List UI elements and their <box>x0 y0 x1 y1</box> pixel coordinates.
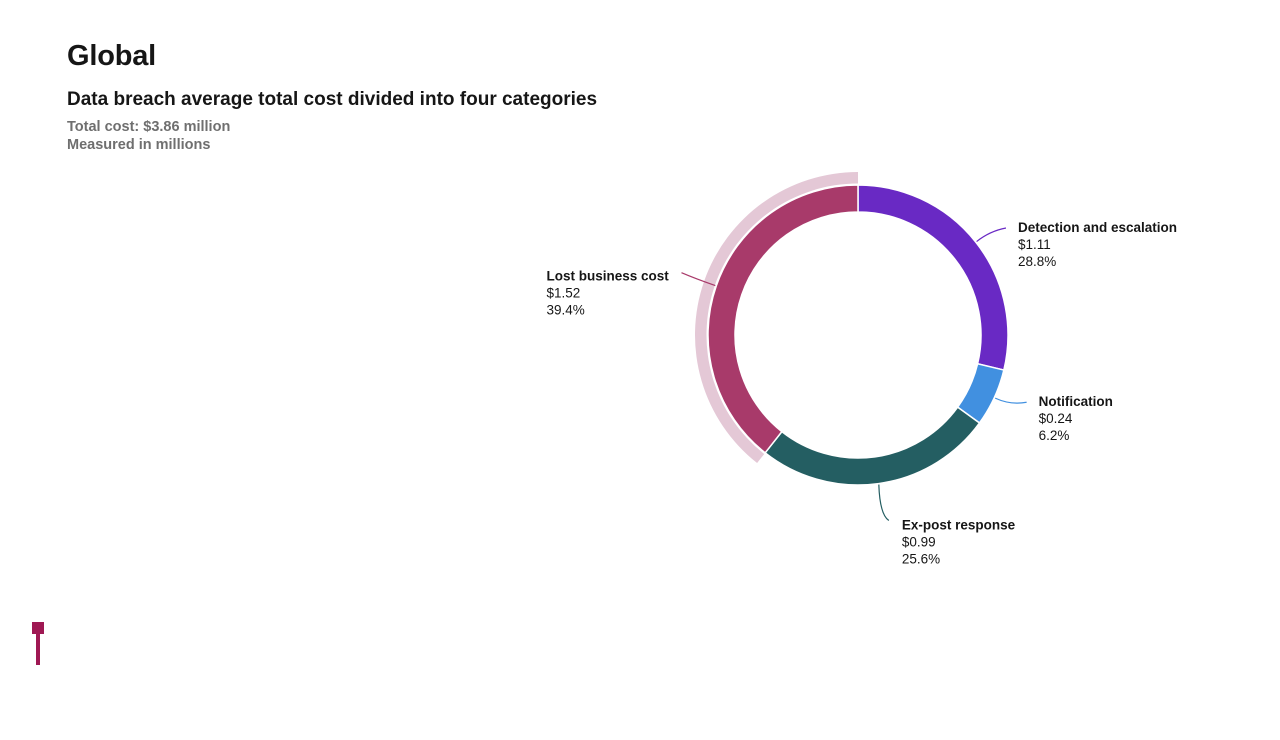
leader-line-notification <box>994 397 1027 404</box>
slice-detection-and-escalation[interactable] <box>857 184 1009 371</box>
slice-ex-post-response[interactable] <box>764 406 981 486</box>
slice-label-value-detection-and-escalation: $1.11 <box>1018 237 1051 252</box>
leader-line-lost-business-cost <box>681 272 716 287</box>
slice-label-name-ex-post-response: Ex-post response <box>902 518 1016 533</box>
slice-label-percent-lost-business-cost: 39.4% <box>546 303 584 318</box>
page-title: Global <box>67 40 157 72</box>
highlight-band-lost-business-cost <box>694 172 858 464</box>
leader-line-ex-post-response <box>878 484 890 522</box>
chart-title: Data breach average total cost divided i… <box>67 89 598 110</box>
slice-label-percent-notification: 6.2% <box>1039 428 1070 443</box>
slice-label-value-lost-business-cost: $1.52 <box>546 286 580 301</box>
chart-subtitle-units: Measured in millions <box>67 137 211 153</box>
slide-marker <box>32 622 44 665</box>
slice-label-percent-detection-and-escalation: 28.8% <box>1018 254 1056 269</box>
slice-label-name-lost-business-cost: Lost business cost <box>546 269 669 284</box>
slice-label-value-notification: $0.24 <box>1039 411 1073 426</box>
leader-line-detection-and-escalation <box>976 227 1007 243</box>
slide-marker-head <box>32 622 44 634</box>
slice-label-percent-ex-post-response: 25.6% <box>902 552 940 567</box>
slice-label-name-detection-and-escalation: Detection and escalation <box>1018 220 1177 235</box>
slide-marker-stem <box>36 632 40 665</box>
slice-label-value-ex-post-response: $0.99 <box>902 535 936 550</box>
slice-label-name-notification: Notification <box>1039 394 1113 409</box>
chart-subtitle-total: Total cost: $3.86 million <box>67 119 231 135</box>
slice-lost-business-cost[interactable] <box>707 184 859 454</box>
